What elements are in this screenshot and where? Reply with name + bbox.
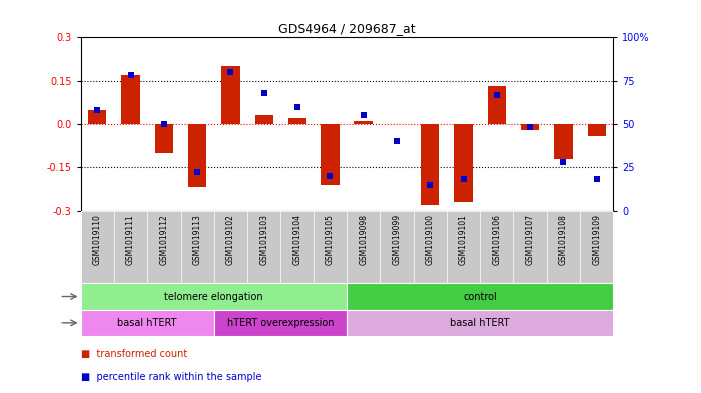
Text: GSM1019099: GSM1019099 [393,214,402,265]
Bar [81,310,214,336]
Bar [155,124,173,153]
Bar [288,118,306,124]
Text: ■  percentile rank within the sample: ■ percentile rank within the sample [81,372,261,382]
Text: GSM1019102: GSM1019102 [226,214,235,265]
Text: telomere elongation: telomere elongation [165,292,263,301]
Text: GSM1019113: GSM1019113 [193,214,202,265]
Text: basal hTERT: basal hTERT [118,318,177,328]
Bar [222,66,240,124]
Bar [121,75,139,124]
Text: control: control [463,292,497,301]
Text: GSM1019101: GSM1019101 [459,214,468,265]
Bar [254,115,273,124]
Bar [488,86,506,124]
Text: GSM1019110: GSM1019110 [93,214,102,265]
Text: hTERT overexpression: hTERT overexpression [226,318,334,328]
Text: ■  transformed count: ■ transformed count [81,349,187,359]
Bar [355,121,373,124]
Text: GSM1019104: GSM1019104 [292,214,301,265]
Text: GSM1019100: GSM1019100 [426,214,435,265]
Bar [521,124,539,130]
Text: basal hTERT: basal hTERT [451,318,510,328]
Text: GSM1019109: GSM1019109 [592,214,601,265]
Text: GSM1019108: GSM1019108 [559,214,568,265]
Bar [347,310,613,336]
Bar [347,283,613,310]
Title: GDS4964 / 209687_at: GDS4964 / 209687_at [278,22,416,35]
Text: GSM1019112: GSM1019112 [159,214,168,265]
Bar [421,124,440,205]
Text: GSM1019105: GSM1019105 [326,214,335,265]
Bar [188,124,206,187]
Text: GSM1019107: GSM1019107 [526,214,535,265]
Text: GSM1019103: GSM1019103 [259,214,268,265]
Bar [214,310,347,336]
Text: GSM1019111: GSM1019111 [126,214,135,265]
Bar [81,283,347,310]
Bar [454,124,472,202]
Bar [88,110,107,124]
Text: GSM1019098: GSM1019098 [359,214,368,265]
Text: GSM1019106: GSM1019106 [492,214,501,265]
Bar [587,124,606,136]
Bar [321,124,339,185]
Bar [554,124,573,159]
